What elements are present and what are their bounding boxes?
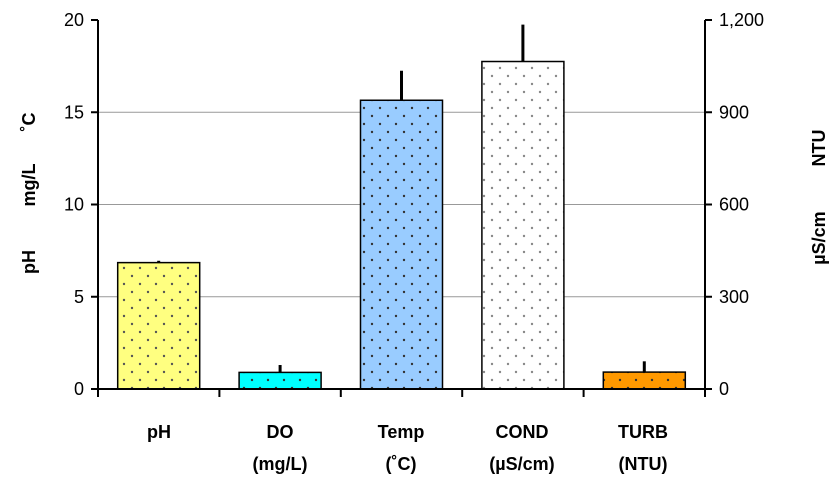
category-label-cond-unit: (µS/cm) xyxy=(489,454,554,474)
left-axis-tick-label: 20 xyxy=(64,10,84,30)
right-axis-title-uscm: µS/cm xyxy=(809,211,829,264)
category-label-turb: TURB xyxy=(618,422,668,442)
category-label-turb-unit: (NTU) xyxy=(619,454,668,474)
right-axis-title-ntu: NTU xyxy=(809,130,829,167)
x-axis-ticks xyxy=(97,389,706,397)
left-axis-title-degc: ˚C xyxy=(19,113,39,132)
category-label-do: DO xyxy=(267,422,294,442)
category-label-do-unit: (mg/L) xyxy=(253,454,308,474)
right-axis-tick-label: 300 xyxy=(719,287,749,307)
left-axis-title-ph: pH xyxy=(19,250,39,274)
right-axis-tick-label: 1,200 xyxy=(719,10,764,30)
left-axis-ticks: 0 5 10 15 20 xyxy=(64,10,98,399)
left-axis-tick-label: 0 xyxy=(74,379,84,399)
category-label-temp-unit: (˚C) xyxy=(386,454,417,474)
bars xyxy=(116,60,687,390)
bar xyxy=(359,99,444,390)
right-axis-ticks: 0 300 600 900 1,200 xyxy=(705,10,764,399)
right-axis-tick-label: 600 xyxy=(719,195,749,215)
bar xyxy=(602,371,687,390)
error-bars xyxy=(157,24,646,373)
bar xyxy=(238,371,322,390)
left-axis-title-mgl: mg/L xyxy=(19,163,39,206)
category-label-ph: pH xyxy=(147,422,171,442)
bar xyxy=(116,261,201,390)
left-axis-tick-label: 15 xyxy=(64,102,84,122)
category-label-temp: Temp xyxy=(378,422,425,442)
right-axis-tick-label: 900 xyxy=(719,102,749,122)
category-labels: pH DO (mg/L) Temp (˚C) COND (µS/cm) TURB… xyxy=(147,422,668,474)
right-axis-titles: µS/cm NTU xyxy=(809,130,829,265)
left-axis-titles: pH mg/L ˚C xyxy=(19,113,39,275)
right-axis-tick-label: 0 xyxy=(719,379,729,399)
bar xyxy=(481,60,565,390)
category-label-cond: COND xyxy=(496,422,549,442)
left-axis-tick-label: 5 xyxy=(74,287,84,307)
left-axis-tick-label: 10 xyxy=(64,195,84,215)
